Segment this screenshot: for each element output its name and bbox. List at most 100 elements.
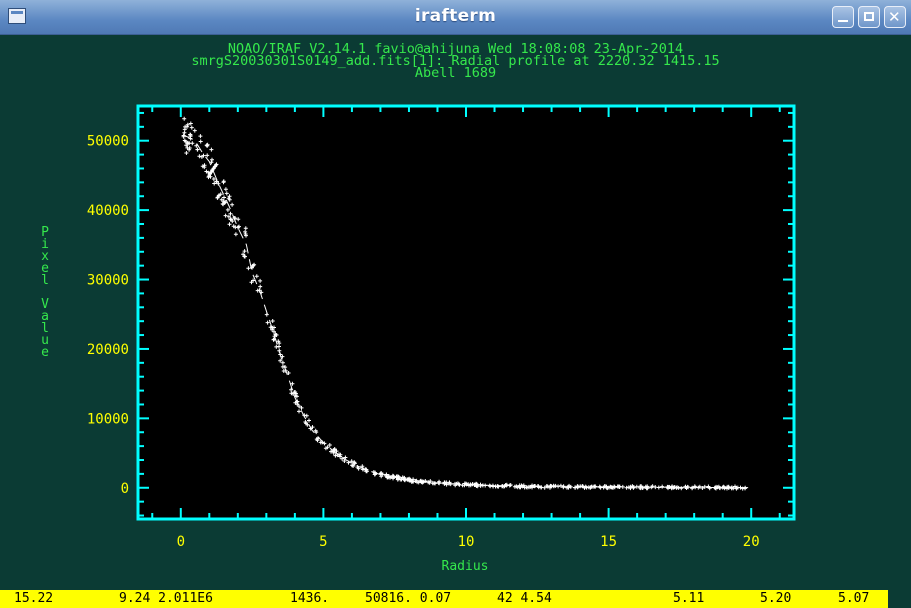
data-point [666,486,670,491]
status-value: 5.07 [838,591,870,606]
close-button[interactable]: ✕ [884,6,906,28]
data-point [653,485,658,490]
data-point [413,479,418,483]
maximize-button[interactable] [858,6,880,28]
data-point [223,213,228,218]
data-point [246,266,251,271]
data-point [656,485,661,490]
data-point [277,348,282,353]
data-point [478,482,483,487]
data-point [640,485,645,490]
data-point [194,143,199,148]
data-point [216,181,221,186]
data-point [343,455,348,460]
data-point [198,139,203,144]
data-point [214,179,219,184]
data-point [512,484,517,489]
data-point [254,274,259,279]
data-point [522,485,527,490]
status-value: 9.24 2.011E6 [119,591,213,606]
data-point [690,485,695,490]
data-point [280,354,285,359]
data-point [192,128,197,133]
data-point [327,443,332,447]
data-point [314,437,319,442]
terminal-icon[interactable] [8,8,26,24]
data-point [490,483,495,488]
data-point [227,194,232,199]
data-point [184,151,189,155]
minimize-button[interactable] [832,6,854,28]
data-points [181,116,748,491]
data-point [474,482,479,487]
data-point [544,484,549,488]
maximize-icon [864,12,874,21]
data-point [236,217,241,222]
data-point [679,486,684,491]
data-point [692,484,697,489]
header-line-3: Abell 1689 [414,65,497,81]
data-point [338,454,342,459]
data-point [243,229,248,234]
y-axis-title-letter: l [41,273,49,288]
data-point [631,485,636,489]
data-point [386,475,391,480]
data-point [305,422,310,427]
data-point [408,477,413,482]
data-point [274,333,279,337]
data-point [669,486,674,491]
status-bar: 15.22 9.24 2.011E6 1436. 50816. 0.07 42 … [0,590,888,608]
close-icon: ✕ [888,8,901,26]
data-point [264,312,269,317]
data-point [364,467,369,472]
data-point [371,470,376,475]
data-point [334,449,339,454]
data-point [208,174,213,179]
plot-frame [136,104,796,521]
data-point [197,154,202,159]
data-point [379,474,384,479]
data-point [303,420,308,424]
y-axis-title-letter: P [41,225,49,240]
data-point [649,485,654,490]
data-point [230,202,235,207]
y-axis-title-letter: e [41,345,49,360]
radial-profile-plot[interactable]: 0 5 10 15 20 0 10000 20000 30000 40000 50000 Radiu… [0,34,911,590]
y-axis-title-letter: i [41,237,49,252]
window-title: irafterm [414,6,497,26]
data-point [340,456,345,461]
data-point [607,485,611,490]
data-point [211,177,216,181]
data-point [589,484,594,489]
data-point [521,483,526,488]
status-value: 5.11 [673,591,705,606]
data-point [226,214,231,219]
data-point [249,280,254,285]
title-bar[interactable]: irafterm ✕ [0,0,911,35]
data-point [612,484,617,489]
data-point [372,472,377,477]
data-point [268,325,273,330]
data-point [299,405,304,410]
data-point [270,319,275,323]
data-point [504,482,509,487]
data-point [597,484,602,489]
data-point [289,391,294,396]
data-point [255,288,260,293]
y-axis-title-letter: u [41,333,49,348]
data-point [280,360,285,365]
status-value: 15.22 [14,591,54,606]
data-point [542,485,547,490]
data-point [293,400,298,405]
x-tick-label: 20 [743,534,760,550]
data-point [281,369,286,373]
data-point [226,196,231,201]
data-point [204,143,209,148]
data-point [333,453,338,458]
data-point [573,485,577,490]
data-point [350,463,354,468]
header-line-2: smrgS20030301S0149_add.fits[1]: Radial p… [191,53,720,69]
data-point [467,483,471,488]
